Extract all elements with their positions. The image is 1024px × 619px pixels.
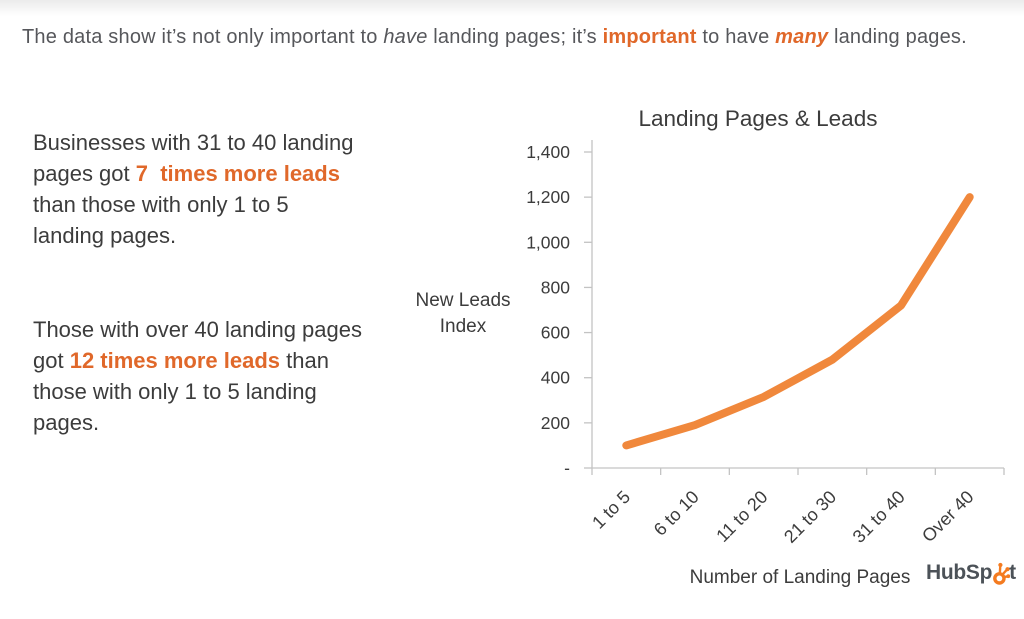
text-segment: landing pages; it’s (427, 26, 603, 48)
y-tick-label: 600 (541, 323, 570, 343)
text-segment: have (383, 26, 428, 48)
text-segment: Businesses with 31 to 40 landing pages g… (33, 130, 354, 186)
callout-over-40-leads: Those with over 40 landing pages got 12 … (33, 314, 433, 438)
headline: The data show it’s not only important to… (22, 26, 1014, 49)
y-tick-label: 1,000 (526, 232, 570, 252)
y-axis-title-line2: Index (439, 316, 487, 337)
top-edge-gradient (0, 0, 1024, 16)
hubspot-logo-text-post: t (1009, 561, 1016, 584)
y-tick-label: 1,400 (526, 142, 570, 162)
x-category-label: Over 40 (918, 487, 977, 546)
x-category-label: 6 to 10 (650, 487, 703, 540)
text-segment: 12 times more leads (69, 348, 281, 373)
y-axis-title: New Leads Index (398, 288, 528, 340)
text-segment: to have (696, 26, 776, 48)
x-category-label: 1 to 5 (588, 487, 634, 533)
text-segment: Those with over 40 landing pages got (33, 317, 362, 373)
text-segment: landing pages. (828, 26, 967, 48)
y-tick-label: 200 (541, 413, 570, 433)
text-segment: than those with only 1 to 5 landing page… (33, 348, 329, 435)
hubspot-logo-text-pre: HubSp (926, 561, 993, 584)
text-segment: than those with only 1 to 5 landing page… (33, 192, 289, 248)
y-axis-title-line1: New Leads (415, 290, 511, 311)
hubspot-logo: HubSp t (926, 560, 1016, 585)
x-category-label: 21 to 30 (780, 487, 840, 547)
leads-line-chart: Landing Pages & Leads Number of Landing P… (526, 106, 1005, 588)
x-category-label: 31 to 40 (849, 487, 909, 547)
y-tick-label: 800 (541, 277, 570, 297)
text-segment: many (775, 26, 829, 48)
x-axis-title: Number of Landing Pages (690, 567, 911, 588)
x-category-label: 11 to 20 (712, 487, 771, 546)
text-segment: important (602, 26, 697, 48)
y-tick-label: 400 (541, 368, 570, 388)
callout-31-40-leads: Businesses with 31 to 40 landing pages g… (33, 127, 433, 251)
text-segment: The data show it’s not only important to (22, 26, 384, 48)
hubspot-sprocket-icon (993, 562, 1011, 585)
text-segment: 7 times more leads (135, 161, 340, 186)
chart-title: Landing Pages & Leads (639, 106, 878, 131)
y-tick-label: 1,200 (526, 187, 570, 207)
y-tick-label: - (564, 458, 570, 478)
leads-data-line (622, 193, 974, 450)
